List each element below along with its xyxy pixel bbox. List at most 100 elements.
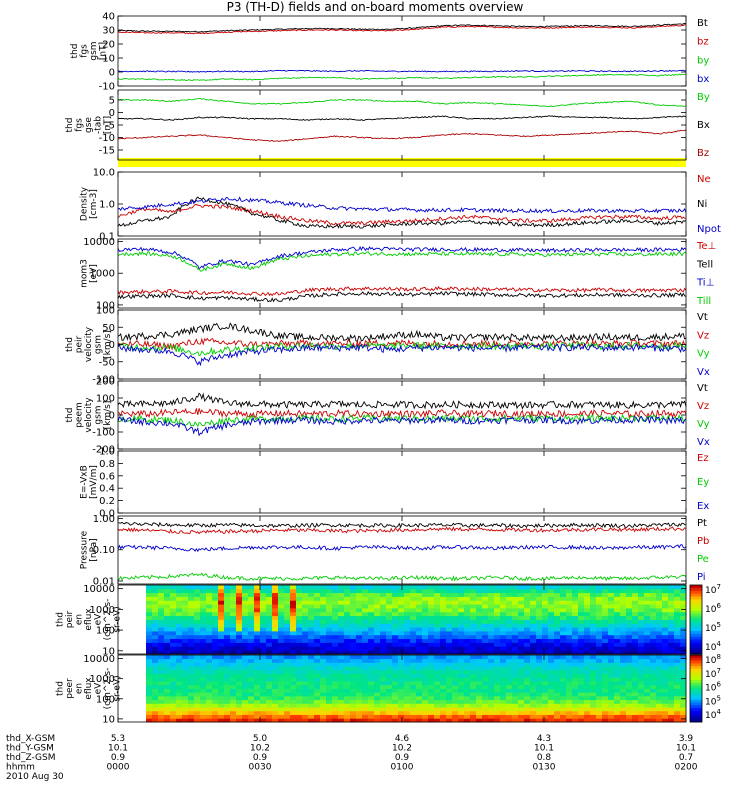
spectrogram-cell (176, 627, 183, 632)
spectrogram-cell (200, 608, 207, 613)
spectrogram-cell (428, 650, 435, 655)
spectrogram-cell (494, 634, 501, 640)
y-axis-label: thd fgs gsm [nT] (70, 41, 109, 60)
spectrogram-cell (350, 600, 357, 605)
spectrogram-cell (320, 600, 327, 605)
spectrogram-cell (416, 703, 423, 708)
spectrogram-cell (302, 600, 309, 605)
spectrogram-cell (422, 619, 429, 624)
spectrogram-cell (374, 627, 381, 632)
spectrogram-cell (170, 669, 177, 675)
spectrogram-cell (524, 666, 531, 671)
spectrogram-cell (344, 646, 351, 651)
spectrogram-cell (182, 673, 189, 678)
spectrogram-cell (164, 592, 171, 597)
spectrogram-cell (374, 681, 381, 686)
spectrogram-cell (668, 650, 675, 655)
spectrogram-cell (590, 684, 597, 689)
spectrogram-cell (356, 710, 363, 715)
spectrogram-cell (458, 666, 465, 671)
spectrogram-cell (224, 666, 231, 671)
y-tick-label: 200 (96, 377, 115, 388)
spectrogram-cell (296, 699, 303, 704)
colorbar-label: 106 (705, 681, 721, 694)
spectrogram-cell (476, 688, 483, 693)
spectrogram-cell (548, 695, 555, 701)
spectrogram-cell (404, 699, 411, 704)
spectrogram-cell (164, 703, 171, 708)
spectrogram-cell (680, 714, 687, 719)
spectrogram-cell (620, 655, 627, 660)
spectrogram-cell (206, 615, 213, 620)
spectrogram-cell (224, 627, 231, 632)
spectrogram-cell (638, 714, 645, 719)
spectrogram-cell (284, 646, 291, 651)
spectrogram-cell (260, 699, 267, 704)
spectrogram-cell (236, 611, 243, 617)
colorbar-step (690, 685, 702, 689)
spectrogram-cell (326, 692, 333, 697)
spectrogram-cell (362, 631, 369, 636)
spectrogram-cell (338, 615, 345, 620)
series-pi (117, 544, 687, 553)
spectrogram-cell (230, 688, 237, 693)
spectrogram-cell (596, 718, 603, 723)
spectrogram-cell (668, 677, 675, 682)
spectrogram-cell (200, 592, 207, 597)
spectrogram-cell (446, 592, 453, 597)
spectrogram-cell (602, 631, 609, 636)
spectrogram-cell (668, 673, 675, 678)
spectrogram-cell (314, 646, 321, 651)
spectrogram-cell (374, 642, 381, 647)
spectrogram-cell (680, 646, 687, 651)
spectrogram-cell (476, 600, 483, 605)
spectrogram-cell (356, 703, 363, 708)
spectrogram-cell (338, 638, 345, 643)
spectrogram-cell (224, 681, 231, 686)
spectrogram-cell (368, 585, 375, 590)
spectrogram-cell (338, 681, 345, 686)
spectrogram-cell (338, 714, 345, 719)
spectrogram-cell (554, 608, 561, 613)
series-vt (117, 322, 687, 343)
spectrogram-cell (446, 673, 453, 678)
spectrogram-cell (290, 627, 297, 632)
spectrogram-cell (230, 662, 237, 667)
spectrogram-cell (500, 655, 507, 660)
spectrogram-cell (410, 677, 417, 682)
spectrogram-cell (446, 669, 453, 675)
colorbar-step (690, 688, 702, 692)
spectrogram-cell (170, 619, 177, 624)
spectrogram-cell (614, 611, 621, 617)
spectrogram-cell (236, 699, 243, 704)
spectrogram-cell (434, 673, 441, 678)
spectrogram-cell (254, 699, 261, 704)
spectrogram-cell (170, 588, 177, 594)
spectrogram-cell (650, 588, 657, 594)
spectrogram-cell (284, 623, 291, 628)
spectrogram-cell (188, 596, 195, 601)
spectrogram-cell (236, 666, 243, 671)
spectrogram-cell (410, 688, 417, 693)
spectrogram-cell (380, 627, 387, 632)
spectrogram-cell (470, 718, 477, 723)
spectrogram-cell (566, 695, 573, 701)
spectrogram-cell (278, 623, 285, 628)
spectrogram-cell (284, 627, 291, 632)
spectrogram-cell (560, 707, 567, 712)
spectrogram-cell (290, 650, 297, 655)
spectrogram-cell (626, 585, 633, 590)
spectrogram-cell (206, 638, 213, 643)
spectrogram-cell (260, 646, 267, 651)
spectrogram-cell (392, 684, 399, 689)
spectrogram-cell (512, 703, 519, 708)
spectrogram-cell (578, 596, 585, 601)
spectrogram-cell (356, 627, 363, 632)
spectrogram-cell (326, 608, 333, 613)
spectrogram-cell (404, 592, 411, 597)
spectrogram-cell (548, 714, 555, 719)
spectrogram-cell (668, 608, 675, 613)
spectrogram-cell (290, 655, 297, 660)
spectrogram-cell (560, 588, 567, 594)
legend-vz: Vz (697, 330, 709, 341)
